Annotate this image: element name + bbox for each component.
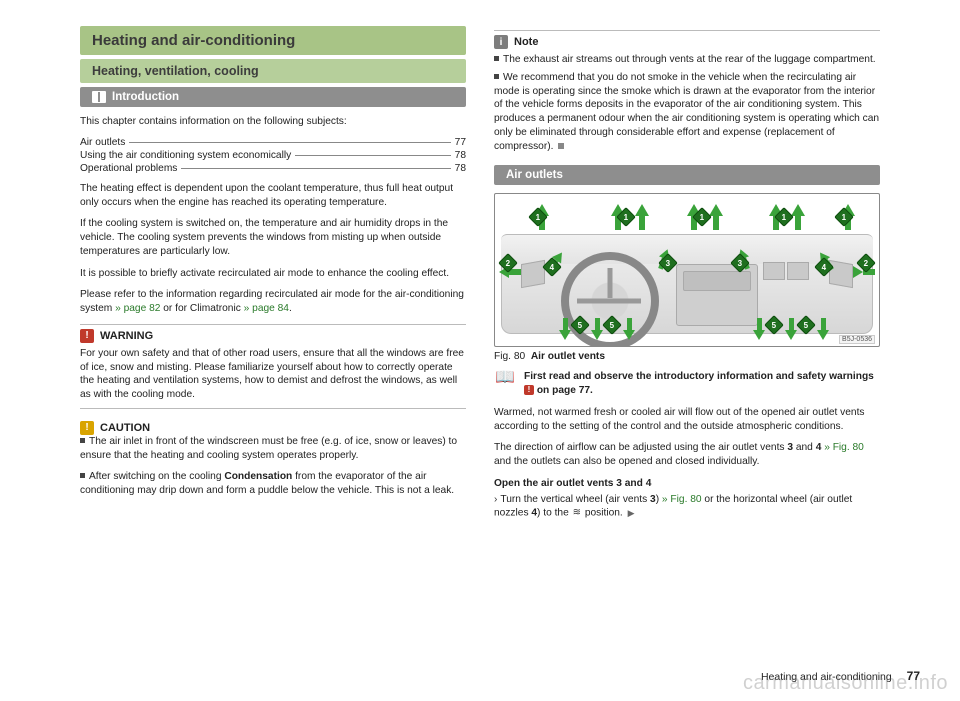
warning-icon: ! bbox=[80, 329, 94, 343]
text: position. bbox=[582, 508, 623, 519]
toc-page: 77 bbox=[455, 137, 466, 148]
text: and the outlets can also be opened and c… bbox=[494, 456, 759, 467]
note-bullet: The exhaust air streams out through vent… bbox=[494, 53, 880, 67]
intro-label: Introduction bbox=[112, 91, 179, 103]
continue-icon: ▶ bbox=[628, 507, 635, 519]
center-stack bbox=[676, 264, 758, 326]
text: We recommend that you do not smoke in th… bbox=[494, 72, 879, 152]
body-para: Warmed, not warmed fresh or cooled air w… bbox=[494, 406, 880, 434]
left-column: Heating and air-conditioning Heating, ve… bbox=[80, 26, 466, 529]
body-para: Please refer to the information regardin… bbox=[80, 288, 466, 316]
warning-header: ! WARNING bbox=[80, 324, 466, 343]
figure-number: Fig. 80 bbox=[494, 351, 525, 362]
chapter-title: Heating and air-conditioning bbox=[80, 26, 466, 55]
body-para: The heating effect is dependent upon the… bbox=[80, 182, 466, 210]
mid-vent bbox=[763, 262, 785, 280]
info-icon: i bbox=[494, 35, 508, 49]
intro-heading: Introduction bbox=[80, 87, 466, 107]
right-column: i Note The exhaust air streams out throu… bbox=[494, 26, 880, 529]
read-first-box: 📖 First read and observe the introductor… bbox=[494, 370, 880, 398]
body-para: The direction of airflow can be adjusted… bbox=[494, 441, 880, 469]
arrow-down-icon bbox=[785, 318, 797, 340]
warning-text: For your own safety and that of other ro… bbox=[80, 343, 466, 409]
bullet-icon bbox=[494, 56, 499, 61]
section-title: Heating, ventilation, cooling bbox=[80, 59, 466, 83]
toc-line: Operational problems 78 bbox=[80, 163, 466, 174]
bullet-icon bbox=[80, 438, 85, 443]
arrow-down-icon bbox=[817, 318, 829, 340]
figure-title: Air outlet vents bbox=[531, 351, 605, 362]
figure-link[interactable]: » Fig. 80 bbox=[824, 442, 864, 453]
figure-link[interactable]: » Fig. 80 bbox=[662, 494, 702, 505]
bullet-icon bbox=[80, 473, 85, 478]
text: and bbox=[793, 442, 816, 453]
caution-icon: ! bbox=[80, 421, 94, 435]
toc-label: Air outlets bbox=[80, 137, 125, 148]
toc-line: Air outlets 77 bbox=[80, 137, 466, 148]
caution-label: CAUTION bbox=[100, 422, 150, 434]
dashboard-drawing: 1 1 1 1 1 2 2 3 3 4 4 5 5 5 5 bbox=[501, 204, 873, 338]
vent-number: 4 bbox=[816, 442, 822, 453]
figure-80: 1 1 1 1 1 2 2 3 3 4 4 5 5 5 5 B5J-0536 bbox=[494, 193, 880, 347]
mid-vent bbox=[787, 262, 809, 280]
airflow-icon bbox=[573, 506, 581, 520]
air-outlets-heading: Air outlets bbox=[494, 165, 880, 185]
text: The direction of airflow can be adjusted… bbox=[494, 442, 787, 453]
toc-fill bbox=[181, 168, 450, 169]
toc-label: Using the air conditioning system econom… bbox=[80, 150, 291, 161]
figure-code: B5J-0536 bbox=[839, 335, 875, 344]
caution-bullet: The air inlet in front of the windscreen… bbox=[80, 435, 466, 463]
caution-bullet: After switching on the cooling Condensat… bbox=[80, 470, 466, 498]
open-vents-line: ›Turn the vertical wheel (air vents 3) »… bbox=[494, 493, 880, 521]
toc-label: Operational problems bbox=[80, 163, 177, 174]
arrow-down-icon bbox=[753, 318, 765, 340]
note-box: The exhaust air streams out through vent… bbox=[494, 49, 880, 159]
figure-caption: Fig. 80 Air outlet vents bbox=[494, 351, 880, 362]
note-header: i Note bbox=[494, 30, 880, 49]
end-block-icon bbox=[558, 143, 564, 149]
watermark: carmanualsonline.info bbox=[743, 672, 948, 695]
toc-line: Using the air conditioning system econom… bbox=[80, 150, 466, 161]
book-icon bbox=[92, 91, 106, 103]
open-book-icon: 📖 bbox=[494, 370, 516, 398]
text: . bbox=[289, 303, 292, 314]
air-outlets-title: Air outlets bbox=[506, 169, 563, 181]
note-bullet: We recommend that you do not smoke in th… bbox=[494, 71, 880, 154]
text: on page 77. bbox=[534, 385, 593, 396]
warning-label: WARNING bbox=[100, 330, 153, 342]
page-link[interactable]: » page 84 bbox=[244, 303, 289, 314]
caution-header: ! CAUTION bbox=[80, 417, 466, 435]
read-first-text: First read and observe the introductory … bbox=[524, 370, 880, 398]
toc: Air outlets 77 Using the air conditionin… bbox=[80, 137, 466, 174]
open-vents-title: Open the air outlet vents 3 and 4 bbox=[494, 477, 880, 491]
manual-page: Heating and air-conditioning Heating, ve… bbox=[0, 0, 960, 701]
toc-fill bbox=[129, 142, 450, 143]
two-column-layout: Heating and air-conditioning Heating, ve… bbox=[80, 26, 920, 529]
arrow-up-icon bbox=[635, 204, 649, 230]
text: The air inlet in front of the windscreen… bbox=[80, 436, 457, 461]
arrow-down-icon bbox=[591, 318, 603, 340]
toc-page: 78 bbox=[455, 150, 466, 161]
page-link[interactable]: » page 82 bbox=[115, 303, 160, 314]
side-vent bbox=[521, 260, 545, 288]
warning-icon: ! bbox=[524, 385, 534, 395]
body-para: If the cooling system is switched on, th… bbox=[80, 217, 466, 258]
text: First read and observe the introductory … bbox=[524, 371, 874, 382]
note-label: Note bbox=[514, 36, 538, 48]
chevron-icon: › bbox=[494, 493, 497, 507]
bullet-icon bbox=[494, 74, 499, 79]
intro-sentence: This chapter contains information on the… bbox=[80, 115, 466, 129]
text: ) to the bbox=[537, 508, 572, 519]
toc-page: 78 bbox=[455, 163, 466, 174]
text: or for Climatronic bbox=[160, 303, 243, 314]
text: The exhaust air streams out through vent… bbox=[503, 54, 876, 65]
arrow-down-icon bbox=[623, 318, 635, 340]
toc-fill bbox=[295, 155, 450, 156]
text: After switching on the cooling bbox=[89, 471, 224, 482]
text: Turn the vertical wheel (air vents bbox=[500, 494, 650, 505]
bold-text: Condensation bbox=[224, 471, 292, 482]
arrow-down-icon bbox=[559, 318, 571, 340]
body-para: It is possible to briefly activate recir… bbox=[80, 267, 466, 281]
